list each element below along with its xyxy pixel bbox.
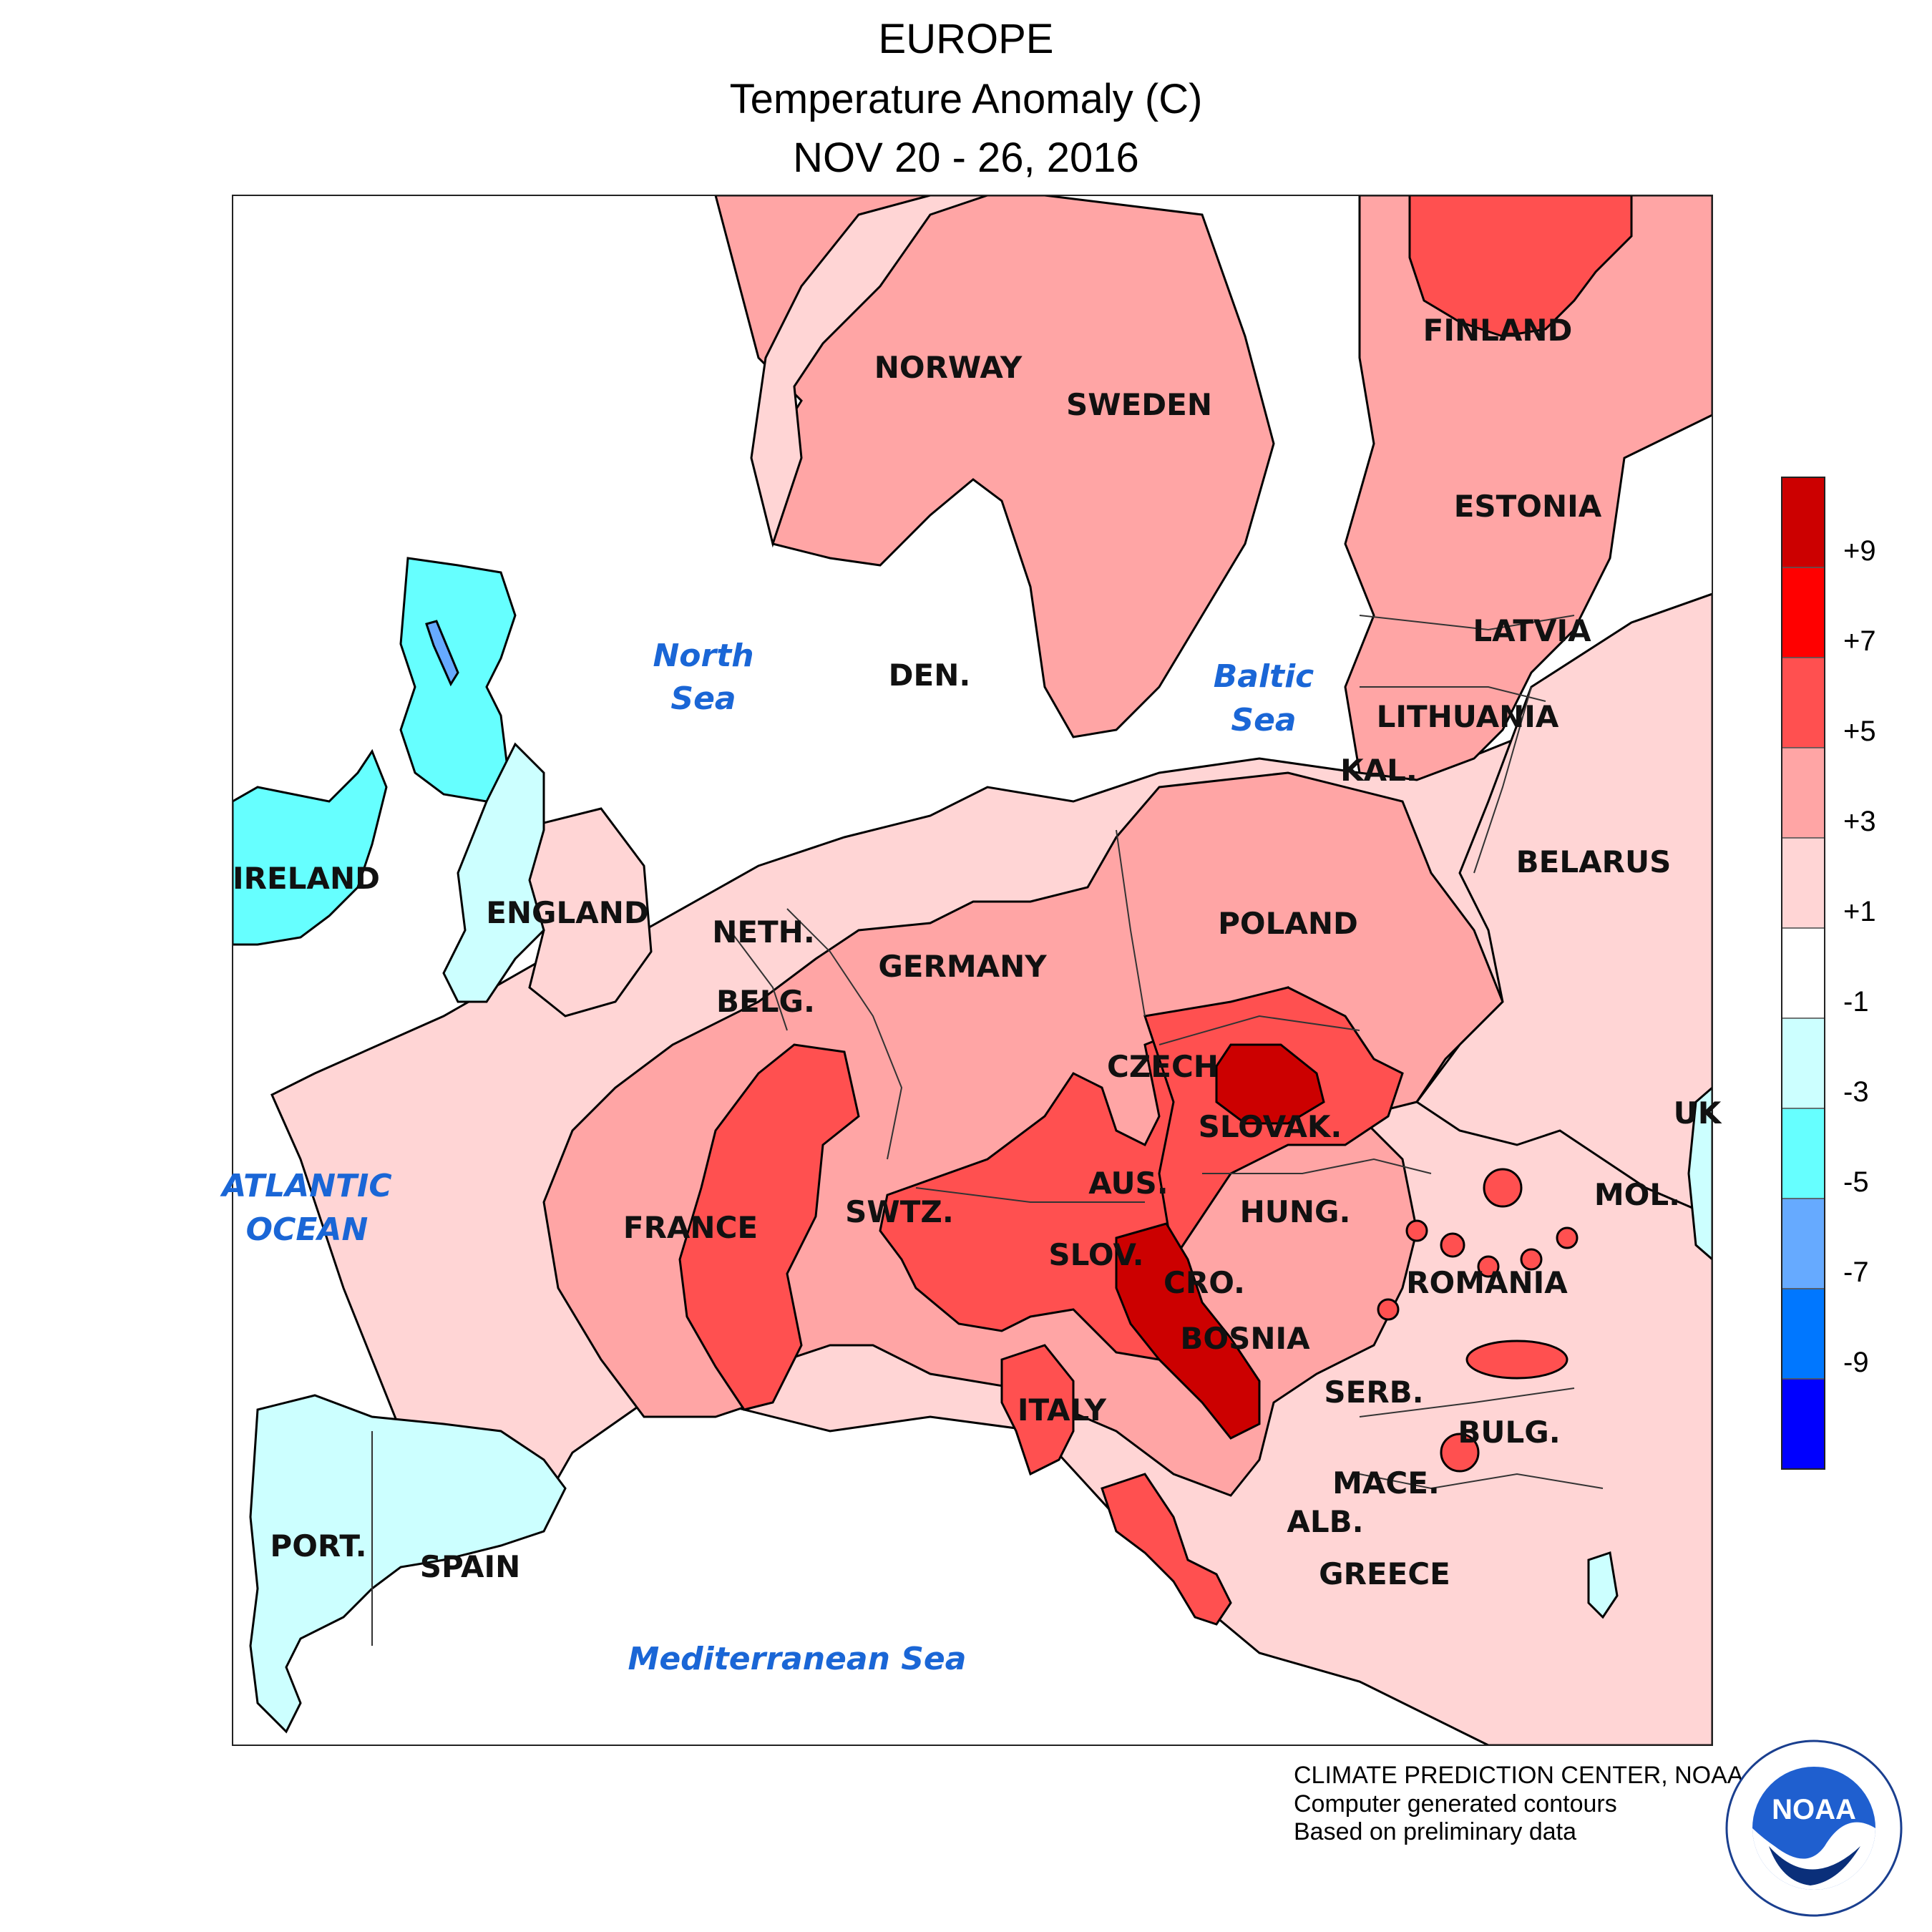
sea-label: Baltic	[1214, 658, 1314, 695]
country-label: HUNG.	[1240, 1194, 1351, 1229]
country-label: NORWAY	[874, 350, 1023, 385]
country-label: UK	[1674, 1096, 1722, 1131]
map-frame	[232, 195, 1713, 1746]
map-region-title: EUROPE	[878, 16, 1054, 62]
country-label: BULG.	[1458, 1415, 1560, 1450]
country-label: LITHUANIA	[1377, 699, 1559, 734]
country-label: SLOVAK.	[1199, 1109, 1342, 1144]
sea-label: North	[653, 638, 753, 674]
legend-frame	[1781, 477, 1825, 1470]
map-variable-title: Temperature Anomaly (C)	[729, 76, 1203, 122]
country-label: NETH.	[712, 914, 815, 950]
country-label: BELG.	[716, 984, 815, 1019]
legend-tick-label: +5	[1843, 716, 1876, 747]
legend-swatch	[1781, 747, 1825, 839]
sea-label: ATLANTIC	[220, 1168, 391, 1204]
country-label: SWTZ.	[845, 1194, 954, 1229]
legend-tick-label: +9	[1843, 535, 1876, 567]
legend-tick-label: -1	[1843, 986, 1869, 1018]
region-anom-m1-m3-aegean	[1587, 1551, 1619, 1619]
legend-swatch	[1781, 927, 1825, 1019]
region-anom-m3-m5-ireland	[233, 748, 388, 946]
map-area	[233, 195, 1712, 1745]
country-label: SWEDEN	[1066, 387, 1212, 422]
legend-tick-label: -9	[1843, 1347, 1869, 1378]
country-label: ENGLAND	[486, 895, 649, 930]
sea-label: OCEAN	[246, 1211, 369, 1248]
country-label: ITALY	[1018, 1392, 1107, 1428]
country-label: SPAIN	[420, 1549, 520, 1584]
country-label: PORT.	[270, 1528, 366, 1563]
credit-line-3: Based on preliminary data	[1294, 1818, 1577, 1845]
region-anom-m1-m3-wales	[442, 742, 545, 1003]
region-anom-5-7-italy	[1101, 1473, 1232, 1626]
legend-tick-label: +1	[1843, 896, 1876, 927]
legend-tick-label: +7	[1843, 625, 1876, 657]
sea-label: Sea	[1231, 702, 1296, 738]
legend-swatch	[1781, 1108, 1825, 1199]
credit-line-2: Computer generated contours	[1294, 1790, 1617, 1818]
country-label: ALB.	[1287, 1504, 1363, 1539]
country-borders	[371, 615, 1604, 1646]
country-label: ESTONIA	[1454, 489, 1602, 524]
country-label: GREECE	[1319, 1556, 1450, 1591]
legend-tick-label: -5	[1843, 1166, 1869, 1198]
country-label: DEN.	[889, 658, 971, 693]
sea-label: Sea	[670, 680, 736, 717]
legend-swatch	[1781, 1198, 1825, 1289]
legend-swatch	[1781, 567, 1825, 658]
region-anom-5-7-italy-n	[1000, 1344, 1075, 1476]
region-anom-m1-m3-iberia	[249, 1394, 567, 1734]
sea-label: Mediterranean Sea	[628, 1641, 967, 1677]
country-label: ROMANIA	[1406, 1265, 1568, 1300]
country-label: SLOV.	[1048, 1237, 1143, 1272]
color-legend: +9 +7 +5 +3 +1 -1 -3 -5 -7 -9	[1781, 477, 1876, 1470]
country-label: BELARUS	[1516, 844, 1672, 879]
region-anom-1-3-norway-coast	[750, 195, 988, 548]
legend-tick-label: +3	[1843, 806, 1876, 837]
region-anom-5-7-france	[678, 1043, 860, 1411]
legend-swatch	[1781, 657, 1825, 748]
country-label: IRELAND	[233, 861, 380, 896]
country-label: FINLAND	[1423, 313, 1573, 348]
country-label: FRANCE	[623, 1210, 758, 1245]
romania-hotspots	[1377, 1168, 1579, 1473]
legend-swatch	[1781, 1288, 1825, 1380]
legend-tick-label: -7	[1843, 1257, 1869, 1288]
country-label: CRO.	[1163, 1265, 1245, 1300]
region-anom-3-5-baltics	[1344, 195, 1712, 781]
region-anom-7-9-croatia	[1115, 1222, 1261, 1440]
credit-line-1: CLIMATE PREDICTION CENTER, NOAA	[1294, 1762, 1744, 1789]
noaa-logo-text: NOAA	[1772, 1794, 1856, 1825]
legend-tick-label: -3	[1843, 1076, 1869, 1108]
country-label: KAL.	[1340, 753, 1418, 788]
country-label: BOSNIA	[1180, 1321, 1310, 1356]
sea-labels: North Sea Baltic Sea ATLANTIC OCEAN Mediterran…	[220, 638, 1314, 1677]
country-label: AUS.	[1088, 1166, 1169, 1201]
region-anom-7-9-slovakia	[1215, 1043, 1325, 1125]
noaa-logo: NOAA	[1725, 1740, 1903, 1917]
region-anom-m1-m3-east-edge	[1687, 1086, 1712, 1261]
country-label: MOL.	[1594, 1177, 1680, 1212]
region-anom-m5-m7-scotland	[425, 620, 459, 687]
region-anom-1-3-east	[1415, 592, 1712, 1218]
legend-swatch	[1781, 1378, 1825, 1470]
country-label: SERB.	[1324, 1375, 1423, 1410]
country-label: CZECH	[1107, 1049, 1219, 1084]
country-label: POLAND	[1218, 906, 1358, 941]
country-labels: NORWAY SWEDEN FINLAND ESTONIA LATVIA LITHUANI…	[233, 313, 1722, 1591]
map-period-title: NOV 20 - 26, 2016	[793, 135, 1139, 181]
country-label: LATVIA	[1473, 613, 1591, 648]
legend-swatch	[1781, 837, 1825, 929]
region-anom-5-7-finland	[1408, 195, 1633, 338]
country-label: GERMANY	[878, 949, 1047, 984]
country-label: MACE.	[1332, 1465, 1440, 1501]
legend-swatch	[1781, 477, 1825, 568]
legend-swatch	[1781, 1018, 1825, 1109]
